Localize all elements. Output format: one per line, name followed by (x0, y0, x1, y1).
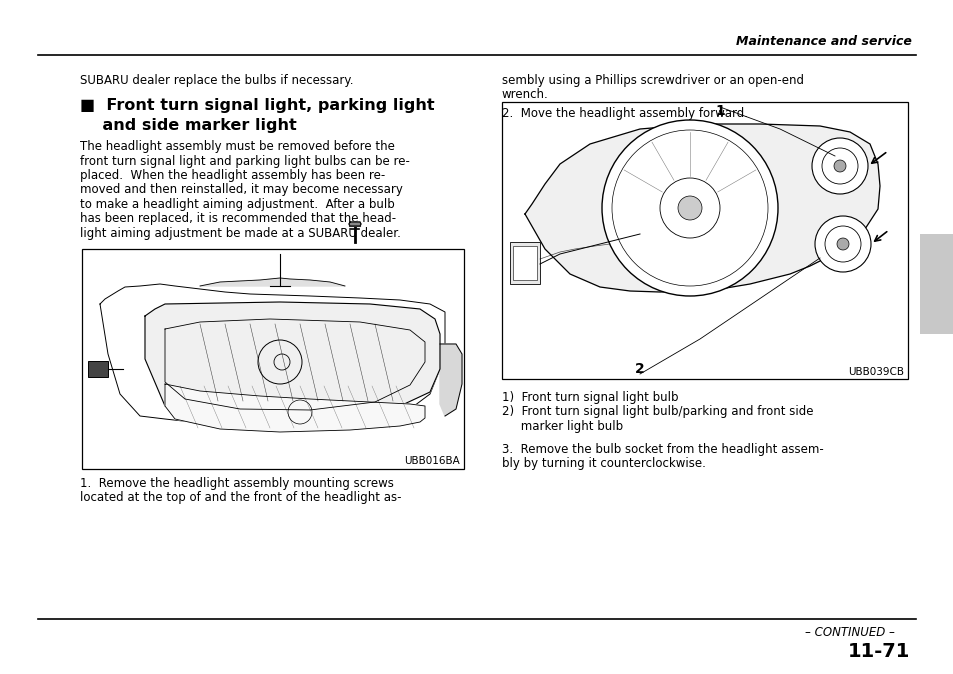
Text: UBB039CB: UBB039CB (847, 367, 903, 377)
Circle shape (814, 216, 870, 272)
Bar (88, 361, 108, 377)
Text: 11-71: 11-71 (846, 642, 909, 661)
Bar (919, 234, 953, 334)
Text: SUBARU dealer replace the bulbs if necessary.: SUBARU dealer replace the bulbs if neces… (80, 74, 354, 87)
Polygon shape (349, 222, 360, 226)
Text: 3.  Remove the bulb socket from the headlight assem-: 3. Remove the bulb socket from the headl… (501, 443, 822, 456)
Text: to make a headlight aiming adjustment.  After a bulb: to make a headlight aiming adjustment. A… (80, 198, 395, 211)
Bar (501, 102, 907, 379)
Polygon shape (524, 124, 879, 292)
Text: placed.  When the headlight assembly has been re-: placed. When the headlight assembly has … (80, 169, 385, 182)
Circle shape (678, 196, 701, 220)
Circle shape (811, 138, 867, 194)
Text: 1.  Remove the headlight assembly mounting screws: 1. Remove the headlight assembly mountin… (80, 477, 394, 490)
Text: marker light bulb: marker light bulb (501, 420, 622, 433)
Text: The headlight assembly must be removed before the: The headlight assembly must be removed b… (80, 140, 395, 153)
Text: light aiming adjustment be made at a SUBARU dealer.: light aiming adjustment be made at a SUB… (80, 227, 400, 240)
Bar (82, 249, 463, 469)
Text: moved and then reinstalled, it may become necessary: moved and then reinstalled, it may becom… (80, 183, 402, 197)
Text: 1)  Front turn signal light bulb: 1) Front turn signal light bulb (501, 391, 678, 404)
Text: located at the top of and the front of the headlight as-: located at the top of and the front of t… (80, 491, 401, 505)
Text: and side marker light: and side marker light (80, 118, 296, 133)
Polygon shape (439, 344, 461, 416)
Circle shape (601, 120, 778, 296)
Polygon shape (165, 384, 424, 432)
Bar (513, 246, 537, 280)
Text: bly by turning it counterclockwise.: bly by turning it counterclockwise. (501, 457, 705, 470)
Text: front turn signal light and parking light bulbs can be re-: front turn signal light and parking ligh… (80, 154, 410, 168)
Polygon shape (200, 278, 345, 286)
Text: 2.  Move the headlight assembly forward.: 2. Move the headlight assembly forward. (501, 107, 747, 120)
Text: ■  Front turn signal light, parking light: ■ Front turn signal light, parking light (80, 98, 435, 113)
Text: Maintenance and service: Maintenance and service (736, 35, 911, 48)
Polygon shape (145, 302, 439, 419)
Text: – CONTINUED –: – CONTINUED – (804, 626, 894, 639)
Polygon shape (100, 284, 444, 426)
Circle shape (836, 238, 848, 250)
Text: 1: 1 (715, 104, 724, 118)
Text: wrench.: wrench. (501, 88, 548, 102)
Text: 2: 2 (635, 362, 644, 376)
Text: sembly using a Phillips screwdriver or an open-end: sembly using a Phillips screwdriver or a… (501, 74, 803, 87)
Bar (510, 242, 539, 284)
Circle shape (833, 160, 845, 172)
Text: has been replaced, it is recommended that the head-: has been replaced, it is recommended tha… (80, 212, 395, 226)
Text: 2)  Front turn signal light bulb/parking and front side: 2) Front turn signal light bulb/parking … (501, 406, 813, 419)
Text: UBB016BA: UBB016BA (404, 456, 459, 466)
